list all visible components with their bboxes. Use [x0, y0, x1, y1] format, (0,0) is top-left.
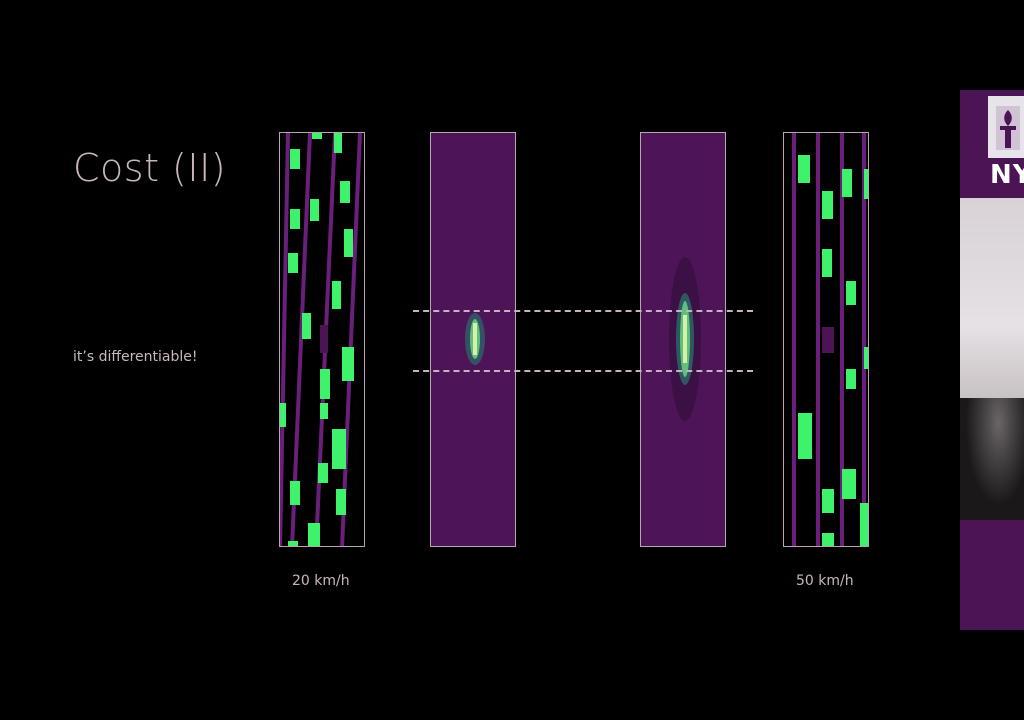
cost-mask-wide	[640, 132, 726, 547]
dashed-line-bottom	[413, 370, 753, 372]
slide-subtitle: it’s differentiable!	[73, 349, 198, 365]
traffic-panel-fast	[783, 132, 869, 547]
dashed-line-top	[413, 310, 753, 312]
slide-title: Cost (II)	[73, 146, 227, 190]
video-logo-text: NY	[990, 160, 1024, 190]
torch-icon	[988, 96, 1024, 158]
cost-mask-narrow	[430, 132, 516, 547]
speed-label-fast: 50 km/h	[796, 573, 854, 589]
traffic-panel-slow	[279, 132, 365, 547]
presenter-video: NY	[960, 90, 1024, 630]
speed-label-slow: 20 km/h	[292, 573, 350, 589]
video-frame	[960, 198, 1024, 520]
